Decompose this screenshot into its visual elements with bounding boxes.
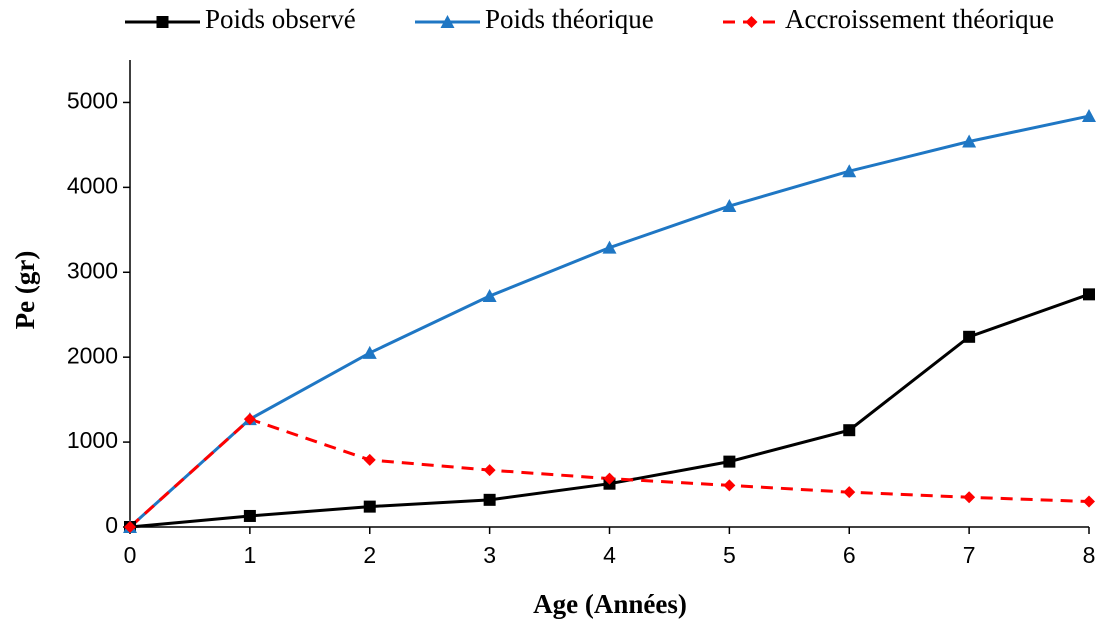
point [603,472,616,485]
point [482,289,497,303]
point [483,464,496,477]
x-tick-label: 6 [843,542,856,568]
point [1082,109,1096,123]
point [962,134,977,148]
y-tick-label: 0 [105,512,118,538]
point [363,453,376,466]
y-axis-title: Pe (gr) [10,251,40,330]
point [963,330,976,343]
legend-label: Poids théorique [485,4,654,34]
x-axis-title: Age (Années) [533,589,687,619]
y-tick-label: 2000 [67,342,118,368]
legend-marker [156,16,169,28]
point [363,500,376,513]
point [842,164,857,178]
x-tick-label: 8 [1083,542,1096,568]
point [843,486,856,499]
series-line [129,292,1090,529]
point [483,493,496,506]
point [124,521,136,533]
legend-marker [440,15,455,28]
x-tick-label: 7 [963,542,976,568]
point [1083,495,1095,508]
x-tick-label: 2 [363,542,376,568]
point [243,413,256,426]
series-line [128,114,1090,529]
point [722,199,737,213]
x-tick-label: 5 [723,542,736,568]
point [362,345,377,359]
x-tick-label: 1 [243,542,256,568]
legend-marker [745,16,758,28]
x-tick-label: 3 [483,542,496,568]
y-tick-label: 3000 [67,257,118,283]
point [602,240,617,254]
legend-label: Accroissement théorique [785,4,1054,34]
x-tick-label: 0 [124,542,137,568]
point [723,479,736,492]
point [843,424,856,437]
point [1083,288,1095,301]
point [723,455,736,468]
point [243,509,256,522]
y-tick-label: 4000 [67,172,118,198]
y-tick-label: 5000 [67,88,118,114]
y-tick-label: 1000 [67,427,118,453]
point [963,491,976,504]
legend-label: Poids observé [205,4,356,34]
x-tick-label: 4 [603,542,616,568]
